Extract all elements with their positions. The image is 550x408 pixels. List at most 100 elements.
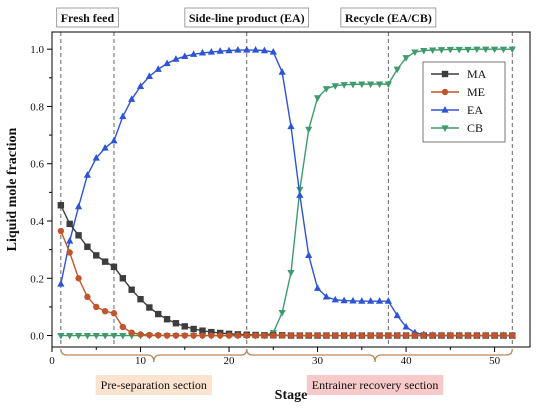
point-ma-2 bbox=[66, 220, 73, 228]
y-tick-label-0: 0.0 bbox=[30, 331, 44, 343]
point-me-42 bbox=[420, 332, 427, 339]
legend-label-ea: EA bbox=[467, 103, 483, 117]
axes-layer: 0 10 20 30 40 50 0.0 0.2 0.4 0.6 0.8 1.0 bbox=[30, 31, 531, 367]
x-tick-label-10: 10 bbox=[135, 355, 147, 367]
point-me-11 bbox=[146, 331, 153, 339]
point-ea-19 bbox=[216, 47, 224, 54]
point-ea-24 bbox=[260, 46, 269, 54]
point-ea-22 bbox=[243, 46, 251, 53]
section-brace-1 bbox=[60, 348, 248, 363]
x-tick-label-0: 0 bbox=[49, 355, 55, 367]
point-cb-49 bbox=[482, 46, 490, 54]
section-brace-2 bbox=[246, 348, 513, 363]
point-ma-3 bbox=[75, 232, 82, 239]
point-ea-8 bbox=[119, 112, 127, 120]
point-me-48 bbox=[473, 332, 481, 339]
point-ea-39 bbox=[393, 311, 401, 319]
point-me-18 bbox=[208, 332, 215, 339]
point-cb-26 bbox=[278, 310, 286, 317]
point-cb-46 bbox=[455, 46, 463, 54]
top-label-fresh-feed: Fresh feed bbox=[61, 11, 115, 25]
point-me-29 bbox=[305, 332, 312, 339]
point-ea-26 bbox=[278, 68, 286, 75]
point-ma-11 bbox=[146, 304, 153, 311]
point-me-39 bbox=[394, 332, 401, 339]
point-me-50 bbox=[491, 332, 498, 339]
point-ma-17 bbox=[199, 327, 206, 334]
point-cb-43 bbox=[429, 47, 437, 55]
x-tick-label-40: 40 bbox=[401, 355, 413, 367]
legend-label-ma: MA bbox=[467, 67, 487, 81]
point-me-8 bbox=[119, 323, 127, 331]
point-cb-41 bbox=[411, 49, 419, 57]
point-me-3 bbox=[75, 275, 82, 282]
legend-label-cb: CB bbox=[467, 121, 483, 135]
point-cb-8 bbox=[119, 332, 127, 340]
point-cb-40 bbox=[402, 55, 410, 62]
point-ea-14 bbox=[172, 55, 180, 62]
top-label-side-line-product-ea: Side-line product (EA) bbox=[189, 11, 305, 25]
series-line-me bbox=[60, 230, 513, 337]
point-cb-51 bbox=[499, 46, 508, 54]
y-tick-label-4: 0.8 bbox=[30, 101, 44, 113]
point-ma-14 bbox=[172, 320, 180, 327]
y-tick-label-2: 0.4 bbox=[30, 216, 44, 228]
point-me-9 bbox=[128, 329, 135, 336]
legend-marker-cb bbox=[441, 125, 449, 132]
point-me-28 bbox=[296, 332, 304, 339]
point-ea-40 bbox=[402, 322, 410, 330]
plot-frame bbox=[51, 31, 531, 348]
sections-layer: Pre-separation section Entrainer recovery… bbox=[60, 348, 513, 395]
series-me bbox=[57, 227, 516, 339]
series-line-cb bbox=[60, 48, 513, 337]
point-cb-5 bbox=[92, 332, 100, 340]
point-ea-31 bbox=[322, 292, 331, 300]
legend-marker-me bbox=[441, 88, 449, 96]
point-me-26 bbox=[278, 332, 286, 339]
top-label-box-3 bbox=[340, 7, 437, 28]
point-cb-47 bbox=[464, 46, 472, 54]
point-ea-27 bbox=[287, 122, 295, 130]
point-me-10 bbox=[137, 331, 144, 338]
point-ma-9 bbox=[128, 286, 135, 293]
point-cb-50 bbox=[490, 46, 499, 54]
point-ma-18 bbox=[208, 328, 215, 336]
point-me-17 bbox=[199, 332, 206, 339]
point-ma-5 bbox=[93, 252, 100, 259]
point-cb-31 bbox=[322, 86, 331, 93]
point-ea-10 bbox=[136, 82, 145, 90]
point-cb-36 bbox=[367, 81, 375, 89]
point-cb-30 bbox=[313, 95, 322, 102]
y-axis-title: Liquid mole fraction bbox=[5, 127, 20, 251]
point-me-37 bbox=[376, 332, 383, 339]
point-ea-7 bbox=[110, 136, 118, 144]
top-label-box-1 bbox=[56, 7, 119, 28]
point-me-27 bbox=[287, 332, 295, 339]
point-me-38 bbox=[385, 332, 392, 339]
point-ma-10 bbox=[137, 295, 144, 303]
point-cb-48 bbox=[473, 46, 481, 54]
legend-marker-ea bbox=[441, 106, 449, 113]
point-ea-15 bbox=[181, 52, 189, 59]
point-me-16 bbox=[190, 332, 197, 339]
point-ea-3 bbox=[74, 202, 83, 210]
point-ma-8 bbox=[119, 275, 127, 282]
section-label-2: Entrainer recovery section bbox=[312, 378, 439, 392]
section-label-1: Pre-separation section bbox=[101, 378, 207, 392]
point-ea-12 bbox=[154, 65, 162, 72]
point-cb-52 bbox=[508, 46, 516, 54]
point-cb-7 bbox=[110, 332, 118, 340]
point-me-19 bbox=[216, 332, 224, 339]
point-cb-38 bbox=[384, 81, 392, 89]
point-cb-33 bbox=[340, 82, 348, 89]
point-ea-6 bbox=[101, 143, 109, 151]
x-tick-label-20: 20 bbox=[224, 355, 236, 367]
point-ma-16 bbox=[190, 325, 197, 333]
section-label-box-2 bbox=[306, 375, 444, 395]
point-ma-12 bbox=[155, 310, 162, 318]
y-tick-label-3: 0.6 bbox=[30, 159, 44, 171]
point-cb-39 bbox=[393, 66, 401, 74]
point-ea-33 bbox=[340, 296, 348, 304]
point-ma-13 bbox=[163, 316, 171, 323]
